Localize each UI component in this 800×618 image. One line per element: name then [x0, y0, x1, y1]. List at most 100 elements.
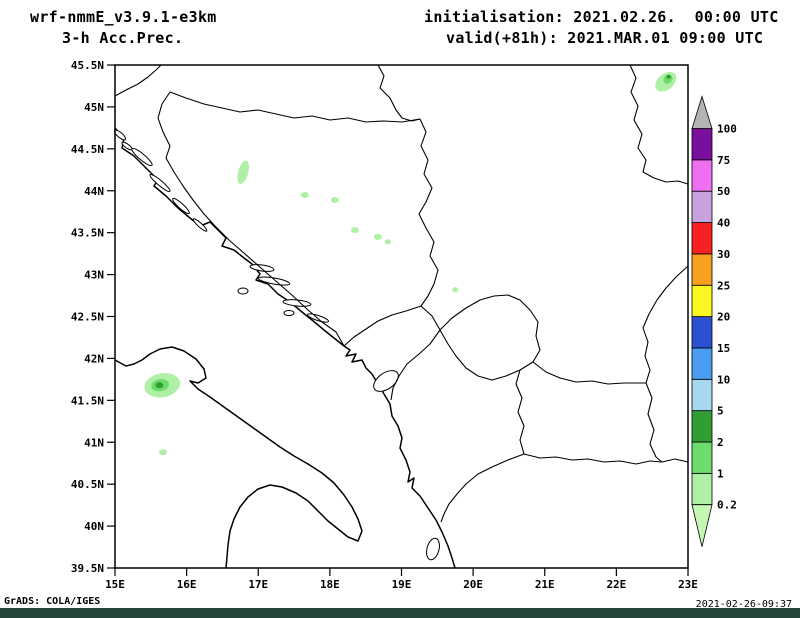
- colorbar-level-label: 5: [717, 405, 724, 418]
- island: [283, 310, 295, 316]
- lon-tick-label: 15E: [105, 578, 125, 591]
- colorbar-segment: [691, 410, 713, 443]
- lon-tick-label: 18E: [320, 578, 340, 591]
- render-timestamp: 2021-02-26-09:37: [695, 599, 792, 610]
- colorbar-level-label: 0.2: [717, 499, 737, 512]
- initialisation-label: initialisation: 2021.02.26. 00:00 UTC: [424, 8, 779, 26]
- border-albania-greece: [440, 453, 525, 523]
- colorbar-segment: [691, 441, 713, 474]
- colorbar-segment: [691, 159, 713, 192]
- precip-blob-bosnia-sliver: [237, 160, 249, 184]
- colorbar-segment: [691, 128, 713, 161]
- colorbar-segment: [691, 472, 713, 506]
- product-title: 3-h Acc.Prec.: [62, 29, 184, 47]
- lat-tick-label: 44N: [84, 185, 104, 198]
- colorbar-level-label: 25: [717, 279, 730, 292]
- colorbar-level-label: 1: [717, 467, 724, 480]
- colorbar-level-label: 30: [717, 248, 730, 261]
- lon-tick-label: 20E: [463, 578, 483, 591]
- precip-blob-gargano-core-dark: [155, 382, 164, 389]
- lake-scutari: [373, 370, 399, 392]
- island: [237, 287, 249, 295]
- border-serbia-romania: [629, 64, 689, 185]
- border-montenegro-albania: [390, 329, 441, 401]
- island: [149, 173, 171, 193]
- border-macedonia-bulgaria: [645, 382, 663, 463]
- colorbar-segment: [691, 190, 713, 223]
- lat-tick-label: 42N: [84, 352, 104, 365]
- border-serbia-bulgaria: [642, 265, 689, 384]
- grads-credit: GrADS: COLA/IGES: [4, 596, 101, 607]
- border-montenegro-serbia: [420, 305, 441, 331]
- colorbar-level-label: 10: [717, 373, 730, 386]
- precip-blob-banat-core-dark: [666, 74, 672, 79]
- colorbar-segment: [691, 222, 713, 255]
- precip-shading-layer: [144, 71, 677, 456]
- border-croatia-serbia: [377, 64, 421, 122]
- country-borders: [114, 64, 689, 523]
- lat-tick-label: 45N: [84, 101, 104, 114]
- valid-time-label: valid(+81h): 2021.MAR.01 09:00 UTC: [446, 29, 764, 47]
- coastline-italy: [114, 346, 363, 569]
- border-slovenia-croatia: [114, 64, 162, 97]
- colorbar-level-label: 20: [717, 311, 730, 324]
- border-macedonia-albania: [515, 369, 525, 455]
- precip-blob-speck-6: [158, 449, 167, 456]
- lon-tick-label: 17E: [248, 578, 268, 591]
- taskbar-strip: [0, 608, 800, 618]
- lat-tick-label: 39.5N: [71, 562, 104, 575]
- lon-tick-label: 16E: [177, 578, 197, 591]
- colorbar-segment: [691, 347, 713, 380]
- border-bosnia-north-sava: [169, 91, 421, 123]
- border-bosnia-montenegro: [343, 305, 422, 347]
- lon-tick-label: 23E: [678, 578, 698, 591]
- colorbar-level-label: 75: [717, 154, 730, 167]
- border-croatia-bosnia-west: [157, 91, 345, 347]
- colorbar-segment: [691, 253, 713, 286]
- lat-tick-label: 41.5N: [71, 394, 104, 407]
- island: [131, 147, 153, 167]
- model-title: wrf-nmmE_v3.9.1-e3km: [30, 8, 217, 26]
- colorbar-level-label: 40: [717, 217, 730, 230]
- island: [192, 218, 208, 232]
- lon-tick-label: 21E: [535, 578, 555, 591]
- coastline-east-adriatic: [114, 127, 456, 569]
- island: [257, 276, 291, 286]
- border-macedonia-north: [532, 361, 646, 385]
- colorbar-segment: [691, 284, 713, 318]
- lat-tick-label: 43N: [84, 269, 104, 282]
- border-macedonia-greece: [523, 453, 689, 465]
- colorbar-segment: [691, 378, 713, 412]
- lon-tick-label: 19E: [392, 578, 412, 591]
- border-bosnia-serbia-drina: [418, 118, 439, 307]
- island-corfu: [426, 537, 440, 561]
- precip-blob-speck-4: [373, 233, 382, 240]
- colorbar-level-label: 2: [717, 436, 724, 449]
- lat-tick-label: 45.5N: [71, 59, 104, 72]
- precip-blob-speck-1: [300, 191, 309, 198]
- colorbar-under-arrow: [691, 504, 713, 547]
- colorbar-level-label: 15: [717, 342, 730, 355]
- axis-layer: 45.5N 45N 44.5N 44N 43.5N 43N 42.5N 42N 41.5N 41N…: [71, 59, 698, 591]
- precip-blob-speck-7: [452, 287, 459, 293]
- lat-tick-label: 41N: [84, 436, 104, 449]
- island: [249, 264, 275, 272]
- precip-blob-speck-5: [384, 239, 391, 245]
- lat-tick-label: 40.5N: [71, 478, 104, 491]
- precip-blob-speck-2: [330, 196, 339, 203]
- lat-tick-label: 44.5N: [71, 143, 104, 156]
- lon-tick-label: 22E: [606, 578, 626, 591]
- colorbar-over-arrow: [691, 95, 713, 129]
- lat-tick-label: 43.5N: [71, 227, 104, 240]
- map-frame: [114, 64, 689, 569]
- colorbar-level-label: 50: [717, 185, 730, 198]
- precip-blob-speck-3: [350, 227, 359, 234]
- border-kosovo: [439, 294, 541, 381]
- colorbar-level-label: 100: [717, 123, 737, 136]
- lat-tick-label: 42.5N: [71, 311, 104, 324]
- colorbar-segment: [691, 316, 713, 349]
- lat-tick-label: 40N: [84, 520, 104, 533]
